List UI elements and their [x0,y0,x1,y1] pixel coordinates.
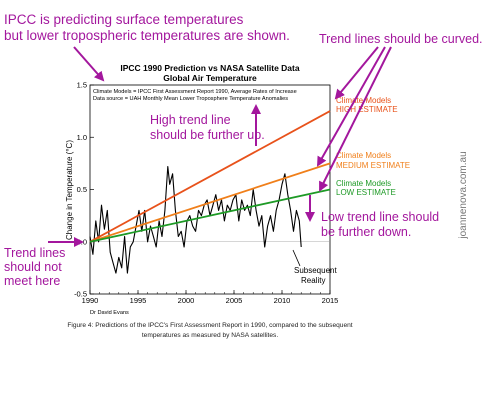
x-tick-label-3: 2005 [226,296,243,305]
label-low-1: Climate Models [336,179,391,188]
y-tick-label-4: 1.5 [77,81,87,90]
arrow-curved-1 [334,46,379,100]
chart-note-1: Climate Models = IPCC First Assessment R… [93,89,297,95]
annotation-surface-temps-2: but lower tropospheric temperatures are … [4,28,290,43]
annotation-left-2: should not [4,260,62,274]
chart-title: IPCC 1990 Prediction vs NASA Satellite D… [120,63,299,73]
series-medium-estimate [89,162,331,243]
annotation-high-1: High trend line [150,113,231,127]
label-observed-1: Subsequent [294,266,337,275]
y-tick-label-2: 0.5 [77,185,87,194]
label-observed-2: Reality [301,276,325,285]
annotation-low-2: be further down. [321,225,411,239]
annotation-arrows [48,46,392,247]
label-high-2: HIGH ESTIMATE [336,105,398,114]
watermark: joannenova.com.au [458,151,469,239]
annotation-surface-temps-1: IPCC is predicting surface temperatures [4,12,244,27]
annotation-curved-trend: Trend lines should be curved. [319,32,483,46]
caption-line-1: Figure 4: Predictions of the IPCC's Firs… [67,322,352,329]
observed-pointer [292,249,301,267]
annotation-low-1: Low trend line should [321,210,439,224]
y-axis-label: Change in Temperature (°C) [65,140,74,240]
series-low-estimate [89,188,331,243]
x-tick-label-1: 1995 [130,296,147,305]
x-tick-label-2: 2000 [178,296,195,305]
arrow-surface [73,46,105,82]
annotation-left-3: meet here [4,274,60,288]
series-layer [89,110,331,274]
series-observed [89,165,302,274]
y-tick-label-3: 1.0 [77,133,87,142]
arrow-curved-3 [319,46,392,192]
x-tick-label-5: 2015 [322,296,339,305]
x-tick-label-0: 1990 [82,296,99,305]
label-medium-1: Climate Models [336,151,391,160]
chart-subtitle: Global Air Temperature [163,73,257,83]
annotation-high-2: should be further up. [150,128,265,142]
arrow-curved-2 [317,46,386,167]
x-tick-label-4: 2010 [274,296,291,305]
chart-note-2: Data source = UAH Monthly Mean Lower Tro… [93,96,288,102]
plot-area [89,84,331,295]
caption-line-2: temperatures as measured by NASA satelli… [142,332,279,339]
credit: Dr David Evans [90,310,129,316]
label-low-2: LOW ESTIMATE [336,188,396,197]
series-high-estimate [89,110,331,243]
y-tick-label-0: -0.5 [74,290,87,299]
label-medium-2: MEDIUM ESTIMATE [336,161,410,170]
annotation-left-1: Trend lines [4,246,65,260]
